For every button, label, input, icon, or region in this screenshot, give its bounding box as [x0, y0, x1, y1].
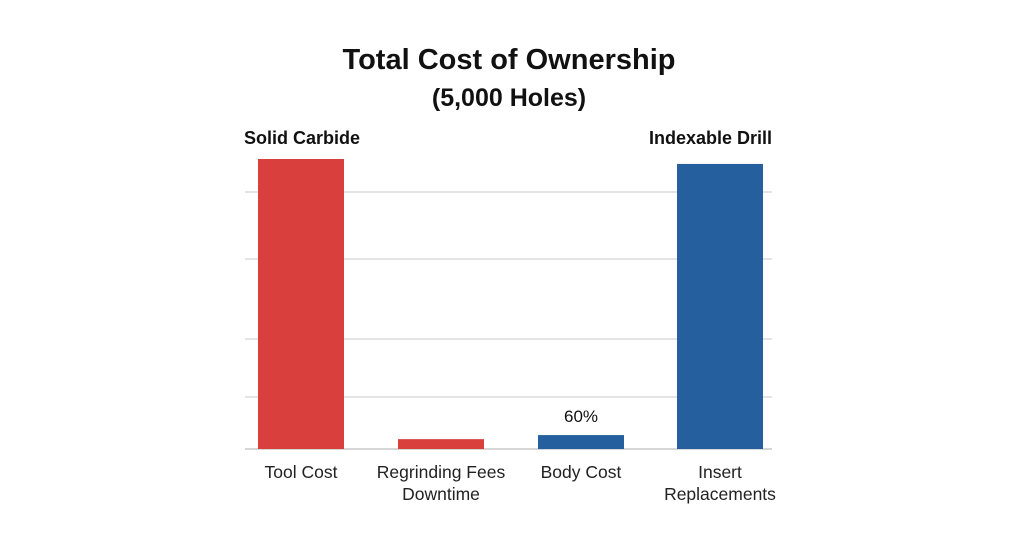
series-label-indexable-drill: Indexable Drill: [648, 128, 772, 148]
series-label-solid-carbide: Solid Carbide: [244, 128, 361, 148]
x-tick-label: Body Cost: [501, 461, 661, 483]
bar-body-cost: [538, 435, 624, 449]
x-tick-label-line: Downtime: [402, 484, 480, 504]
chart-subtitle: (5,000 Holes): [431, 84, 587, 112]
bar-insert-replacements: [677, 163, 763, 449]
chart-title: Total Cost of Ownership: [342, 44, 676, 76]
x-tick-label-line: Replacements: [664, 484, 776, 504]
bar-regrinding-fees-downtime: [398, 439, 484, 449]
data-label: 60%: [564, 407, 598, 426]
x-tick-label-line: Body Cost: [540, 462, 622, 482]
x-tick-label: Regrinding Fees Downtime: [361, 461, 521, 505]
x-tick-label-line: Regrinding Fees: [376, 462, 506, 482]
x-tick-label-line: Tool Cost: [264, 462, 338, 482]
x-tick-label-line: Insert: [698, 462, 742, 482]
x-tick-label: Tool Cost: [221, 461, 381, 483]
x-tick-label: Insert Replacements: [640, 461, 800, 505]
bar-tool-cost: [258, 159, 344, 449]
